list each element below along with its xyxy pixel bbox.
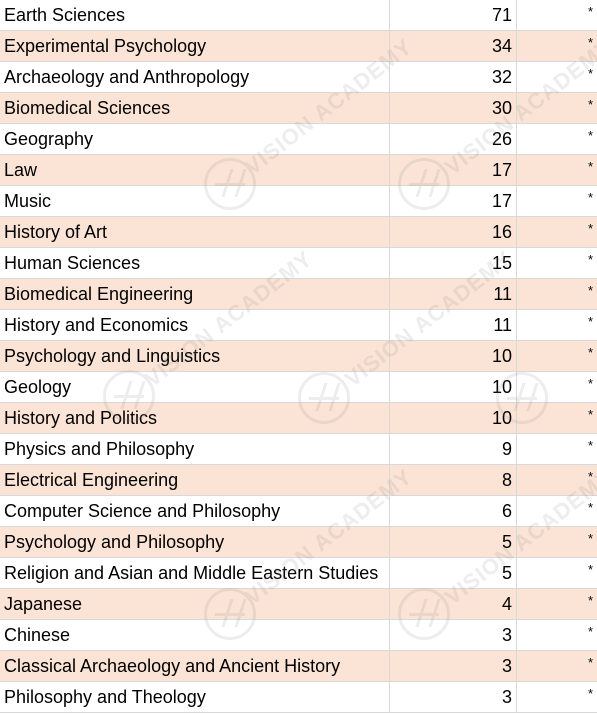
- count-cell: 34: [390, 31, 517, 61]
- count-cell: 15: [390, 248, 517, 278]
- table-row: History of Art 16 *: [0, 217, 597, 248]
- count-cell: 10: [390, 341, 517, 371]
- subject-cell: Biomedical Engineering: [0, 279, 390, 309]
- count-cell: 10: [390, 372, 517, 402]
- mark-cell: *: [587, 221, 593, 236]
- mark-cell: *: [587, 128, 593, 143]
- table-row: Law 17 *: [0, 155, 597, 186]
- subject-cell: History and Economics: [0, 310, 390, 340]
- table-row: Geography 26 *: [0, 124, 597, 155]
- subject-cell: Philosophy and Theology: [0, 682, 390, 712]
- table-row: Psychology and Philosophy 5 *: [0, 527, 597, 558]
- count-cell: 3: [390, 682, 517, 712]
- subject-cell: Classical Archaeology and Ancient Histor…: [0, 651, 390, 681]
- table-row: History and Economics 11 *: [0, 310, 597, 341]
- count-cell: 3: [390, 620, 517, 650]
- mark-cell: *: [587, 655, 593, 670]
- mark-cell: *: [587, 438, 593, 453]
- count-cell: 5: [390, 558, 517, 588]
- mark-cell: *: [587, 624, 593, 639]
- count-cell: 11: [390, 279, 517, 309]
- subject-cell: History and Politics: [0, 403, 390, 433]
- count-cell: 9: [390, 434, 517, 464]
- mark-cell: *: [587, 283, 593, 298]
- table-row: Physics and Philosophy 9 *: [0, 434, 597, 465]
- table-row: Earth Sciences 71 *: [0, 0, 597, 31]
- subject-cell: Japanese: [0, 589, 390, 619]
- mark-cell: *: [587, 314, 593, 329]
- count-cell: 32: [390, 62, 517, 92]
- count-cell: 17: [390, 186, 517, 216]
- mark-cell: *: [587, 97, 593, 112]
- subject-cell: Law: [0, 155, 390, 185]
- subject-cell: Music: [0, 186, 390, 216]
- table-row: Electrical Engineering 8 *: [0, 465, 597, 496]
- mark-cell: *: [587, 562, 593, 577]
- subject-cell: Geography: [0, 124, 390, 154]
- table-row: History and Politics 10 *: [0, 403, 597, 434]
- count-cell: 5: [390, 527, 517, 557]
- mark-cell: *: [587, 407, 593, 422]
- table-row: Psychology and Linguistics 10 *: [0, 341, 597, 372]
- subject-cell: Physics and Philosophy: [0, 434, 390, 464]
- mark-cell: *: [587, 500, 593, 515]
- subject-cell: Psychology and Linguistics: [0, 341, 390, 371]
- mark-cell: *: [587, 35, 593, 50]
- count-cell: 71: [390, 0, 517, 30]
- count-cell: 6: [390, 496, 517, 526]
- mark-cell: *: [587, 66, 593, 81]
- table-row: Philosophy and Theology 3 *: [0, 682, 597, 713]
- mark-cell: *: [587, 531, 593, 546]
- subject-cell: Archaeology and Anthropology: [0, 62, 390, 92]
- table-row: Religion and Asian and Middle Eastern St…: [0, 558, 597, 589]
- table-row: Chinese 3 *: [0, 620, 597, 651]
- mark-cell: *: [587, 4, 593, 19]
- table-row: Experimental Psychology 34 *: [0, 31, 597, 62]
- count-cell: 17: [390, 155, 517, 185]
- subject-cell: Biomedical Sciences: [0, 93, 390, 123]
- mark-cell: *: [587, 190, 593, 205]
- subject-cell: Chinese: [0, 620, 390, 650]
- subject-cell: Computer Science and Philosophy: [0, 496, 390, 526]
- count-cell: 8: [390, 465, 517, 495]
- table-row: Japanese 4 *: [0, 589, 597, 620]
- subject-cell: Earth Sciences: [0, 0, 390, 30]
- count-cell: 16: [390, 217, 517, 247]
- subject-cell: Psychology and Philosophy: [0, 527, 390, 557]
- mark-cell: *: [587, 376, 593, 391]
- count-cell: 3: [390, 651, 517, 681]
- table-row: Biomedical Sciences 30 *: [0, 93, 597, 124]
- table-row: Biomedical Engineering 11 *: [0, 279, 597, 310]
- table-row: Geology 10 *: [0, 372, 597, 403]
- table-row: Classical Archaeology and Ancient Histor…: [0, 651, 597, 682]
- mark-cell: *: [587, 593, 593, 608]
- mark-cell: *: [587, 469, 593, 484]
- table-row: Human Sciences 15 *: [0, 248, 597, 279]
- mark-cell: *: [587, 252, 593, 267]
- subject-cell: Geology: [0, 372, 390, 402]
- count-cell: 10: [390, 403, 517, 433]
- count-cell: 4: [390, 589, 517, 619]
- table-row: Archaeology and Anthropology 32 *: [0, 62, 597, 93]
- count-cell: 30: [390, 93, 517, 123]
- table-row: Music 17 *: [0, 186, 597, 217]
- subject-cell: Religion and Asian and Middle Eastern St…: [0, 558, 390, 588]
- subject-cell: Experimental Psychology: [0, 31, 390, 61]
- table-row: Computer Science and Philosophy 6 *: [0, 496, 597, 527]
- subject-cell: History of Art: [0, 217, 390, 247]
- count-cell: 26: [390, 124, 517, 154]
- subject-cell: Human Sciences: [0, 248, 390, 278]
- mark-cell: *: [587, 686, 593, 701]
- mark-cell: *: [587, 159, 593, 174]
- mark-cell: *: [587, 345, 593, 360]
- count-cell: 11: [390, 310, 517, 340]
- subject-cell: Electrical Engineering: [0, 465, 390, 495]
